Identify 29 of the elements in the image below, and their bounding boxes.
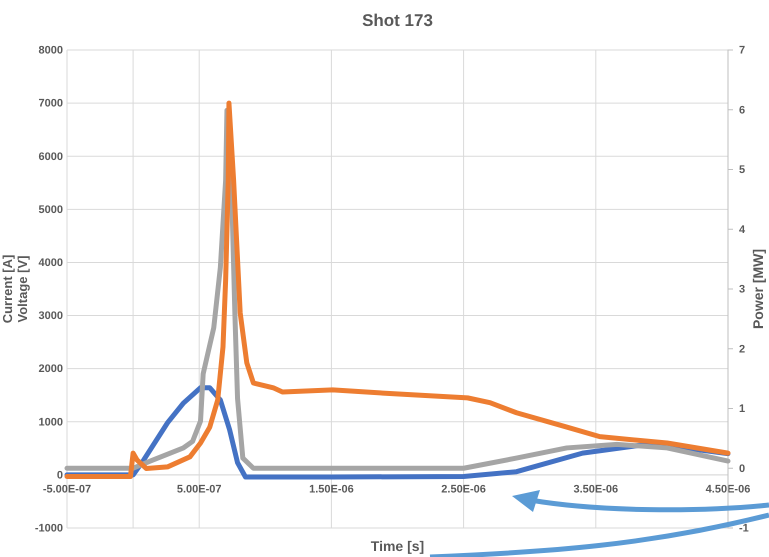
- y2-axis-title: Power [MW]: [750, 248, 766, 330]
- y2-tick-label: 6: [739, 104, 746, 116]
- y-tick-label: 7000: [38, 98, 63, 110]
- y2-tick-label: 1: [739, 403, 746, 416]
- x-axis-title: Time [s]: [370, 538, 424, 554]
- x-tick-label: 2.50E-06: [441, 484, 486, 496]
- y-tick-label: 6000: [38, 150, 63, 163]
- chart-title: Shot 173: [362, 11, 433, 30]
- y-tick-label: 3000: [38, 310, 63, 322]
- x-tick-label: 1.50E-06: [309, 484, 354, 496]
- y2-tick-label: 0: [739, 462, 746, 475]
- y-tick-label: 4000: [38, 256, 63, 269]
- y-tick-label: 8000: [38, 44, 63, 57]
- y2-tick-label: 5: [739, 164, 746, 176]
- y2-tick-label: 3: [739, 284, 746, 296]
- x-tick-label: -5.00E-07: [42, 484, 92, 496]
- x-tick-label: 4.50E-06: [706, 484, 750, 496]
- y-axis-title: Current [A] Voltage [V]: [0, 254, 30, 324]
- y2-tick-label: 4: [739, 224, 746, 236]
- y-tick-label: 0: [56, 469, 63, 482]
- x-tick-label: 3.50E-06: [573, 484, 618, 496]
- x-tick-label: 5.00E-07: [176, 484, 222, 496]
- y-tick-label: 2000: [38, 363, 63, 376]
- y-tick-label: -1000: [34, 522, 63, 535]
- y2-tick-label: -1: [739, 522, 749, 535]
- y2-tick-label: 2: [739, 343, 746, 356]
- y-tick-label: 1000: [38, 416, 63, 428]
- y2-tick-label: 7: [739, 44, 746, 57]
- y-tick-label: 5000: [38, 204, 63, 216]
